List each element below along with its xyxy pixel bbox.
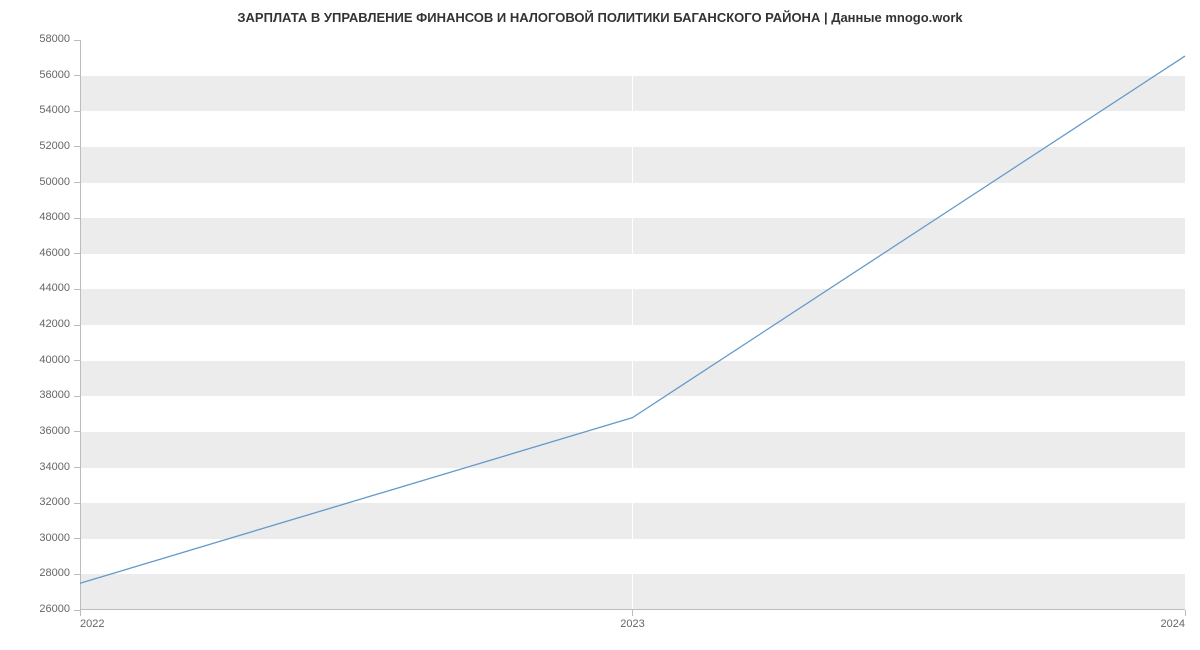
y-tick-label: 40000: [20, 354, 70, 366]
x-tick-label: 2022: [80, 618, 140, 630]
chart-title: ЗАРПЛАТА В УПРАВЛЕНИЕ ФИНАНСОВ И НАЛОГОВ…: [0, 10, 1200, 25]
y-tick-label: 44000: [20, 282, 70, 294]
x-tick: [1185, 610, 1186, 616]
x-tick-label: 2023: [603, 618, 663, 630]
y-tick-label: 30000: [20, 532, 70, 544]
x-tick: [80, 610, 81, 616]
chart-container: ЗАРПЛАТА В УПРАВЛЕНИЕ ФИНАНСОВ И НАЛОГОВ…: [0, 0, 1200, 650]
y-tick-label: 52000: [20, 140, 70, 152]
y-tick-label: 58000: [20, 33, 70, 45]
y-tick-label: 56000: [20, 69, 70, 81]
y-tick-label: 28000: [20, 567, 70, 579]
plot-area: 2600028000300003200034000360003800040000…: [80, 40, 1185, 610]
series-line: [80, 56, 1185, 583]
y-tick-label: 42000: [20, 318, 70, 330]
y-tick-label: 34000: [20, 461, 70, 473]
y-tick-label: 46000: [20, 247, 70, 259]
y-tick-label: 38000: [20, 389, 70, 401]
series-layer: [80, 40, 1185, 610]
y-tick-label: 48000: [20, 211, 70, 223]
x-tick: [632, 610, 633, 616]
y-tick-label: 32000: [20, 496, 70, 508]
x-tick-label: 2024: [1125, 618, 1185, 630]
y-tick-label: 50000: [20, 176, 70, 188]
y-tick-label: 26000: [20, 603, 70, 615]
y-tick-label: 54000: [20, 104, 70, 116]
y-tick-label: 36000: [20, 425, 70, 437]
